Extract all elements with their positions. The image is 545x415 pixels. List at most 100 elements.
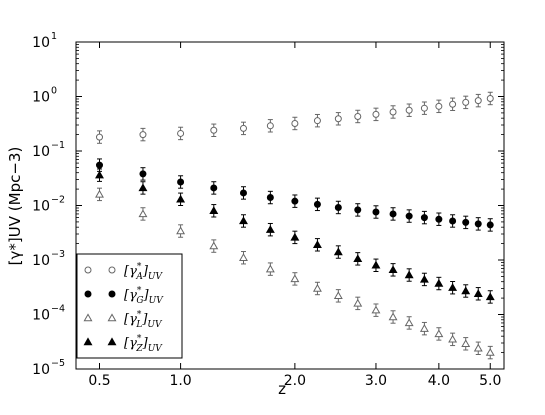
data-point bbox=[312, 240, 322, 249]
data-point bbox=[389, 108, 397, 116]
series-3 bbox=[95, 168, 495, 304]
data-point bbox=[448, 334, 458, 343]
data-point bbox=[209, 206, 219, 214]
data-point bbox=[420, 214, 428, 222]
legend-entry: [γ* Z]UV bbox=[83, 334, 163, 354]
data-point bbox=[291, 119, 299, 127]
data-point bbox=[474, 220, 482, 228]
data-point bbox=[435, 102, 443, 110]
data-point bbox=[435, 215, 443, 223]
data-point bbox=[486, 94, 494, 102]
y-tick-exponent: −2 bbox=[51, 195, 65, 206]
data-point bbox=[372, 208, 380, 216]
data-point bbox=[95, 189, 104, 198]
series-0 bbox=[96, 91, 494, 144]
legend-marker bbox=[107, 337, 117, 346]
data-point bbox=[419, 274, 429, 283]
data-point bbox=[485, 347, 495, 356]
legend-entry: [γ* L]UV bbox=[83, 310, 163, 330]
data-point bbox=[461, 339, 471, 347]
x-tick-label: 0.5 bbox=[88, 373, 110, 389]
legend-label-part: L bbox=[135, 320, 142, 330]
legend-label-part: [γ bbox=[124, 312, 137, 327]
data-point bbox=[404, 318, 414, 327]
data-point bbox=[313, 200, 321, 208]
data-point bbox=[266, 194, 274, 202]
data-point bbox=[96, 133, 104, 141]
legend-label-part: UV bbox=[148, 272, 164, 282]
legend-marker bbox=[84, 266, 92, 274]
data-point bbox=[473, 289, 483, 297]
legend-marker bbox=[108, 290, 116, 298]
y-tick-label: 10 bbox=[32, 308, 50, 324]
data-point bbox=[485, 292, 495, 301]
data-point bbox=[333, 247, 343, 256]
series-layer bbox=[95, 91, 495, 360]
data-point bbox=[290, 232, 300, 241]
data-point bbox=[96, 161, 104, 169]
legend-label-part: ] bbox=[142, 264, 149, 279]
data-point bbox=[210, 184, 218, 192]
data-point bbox=[139, 131, 147, 139]
x-tick-label: 3.0 bbox=[365, 373, 387, 389]
y-tick-exponent: −3 bbox=[51, 249, 65, 260]
legend-marker bbox=[108, 266, 116, 274]
data-point bbox=[313, 117, 321, 125]
data-point bbox=[353, 254, 363, 263]
data-point bbox=[353, 298, 363, 307]
x-tick-label: 1.0 bbox=[169, 373, 191, 389]
legend-label-part: * bbox=[137, 286, 142, 296]
x-axis: 0.5 1.0 2.0 3.0 4.0 5.0 bbox=[88, 42, 501, 389]
legend-label-part: * bbox=[137, 262, 142, 272]
legend-label-part: ] bbox=[143, 288, 150, 303]
legend-label-part: [γ bbox=[124, 288, 137, 303]
data-point bbox=[291, 197, 299, 205]
data-point bbox=[434, 278, 444, 287]
data-point bbox=[139, 170, 147, 178]
data-point bbox=[354, 206, 362, 214]
data-point bbox=[354, 112, 362, 120]
y-tick-exponent: 0 bbox=[51, 86, 57, 97]
y-tick-label: 10 bbox=[32, 199, 50, 215]
data-point bbox=[448, 283, 458, 291]
legend-label-part: UV bbox=[147, 320, 163, 330]
data-point bbox=[420, 104, 428, 112]
legend-entry: [γ* A]UV bbox=[84, 262, 164, 282]
y-tick-label: 10 bbox=[32, 90, 50, 106]
x-axis-title: z bbox=[278, 380, 286, 398]
legend-label-part: G bbox=[136, 296, 143, 306]
x-tick-label: 4.0 bbox=[428, 373, 450, 389]
data-point bbox=[474, 97, 482, 105]
data-point bbox=[265, 264, 275, 273]
legend-marker bbox=[107, 313, 117, 322]
y-tick-exponent: −1 bbox=[51, 140, 65, 151]
legend-marker bbox=[83, 313, 93, 322]
legend-marker bbox=[84, 290, 92, 298]
x-tick-label: 2.0 bbox=[284, 373, 306, 389]
legend: [γ* A]UV[γ* G]UV[γ* L]UV[γ* Z]UV bbox=[76, 253, 183, 359]
data-point bbox=[239, 189, 247, 197]
data-point bbox=[449, 100, 457, 108]
data-point bbox=[462, 98, 470, 106]
data-point bbox=[333, 291, 343, 300]
data-point bbox=[405, 106, 413, 114]
series-2 bbox=[95, 187, 495, 360]
data-point bbox=[388, 312, 398, 321]
data-point bbox=[462, 218, 470, 226]
data-point bbox=[177, 129, 185, 137]
data-point bbox=[177, 178, 185, 186]
legend-label: [γ* L]UV bbox=[124, 310, 163, 330]
data-point bbox=[138, 209, 148, 218]
data-point bbox=[210, 126, 218, 134]
data-point bbox=[266, 122, 274, 130]
y-tick-exponent: 1 bbox=[51, 31, 57, 42]
legend-label-part: Z bbox=[135, 344, 143, 354]
data-point bbox=[176, 226, 186, 235]
legend-label-part: * bbox=[137, 310, 142, 320]
data-point bbox=[209, 241, 219, 250]
y-axis-title: [γ*]UV (Mpc−3) bbox=[6, 147, 24, 266]
data-point bbox=[473, 343, 483, 352]
